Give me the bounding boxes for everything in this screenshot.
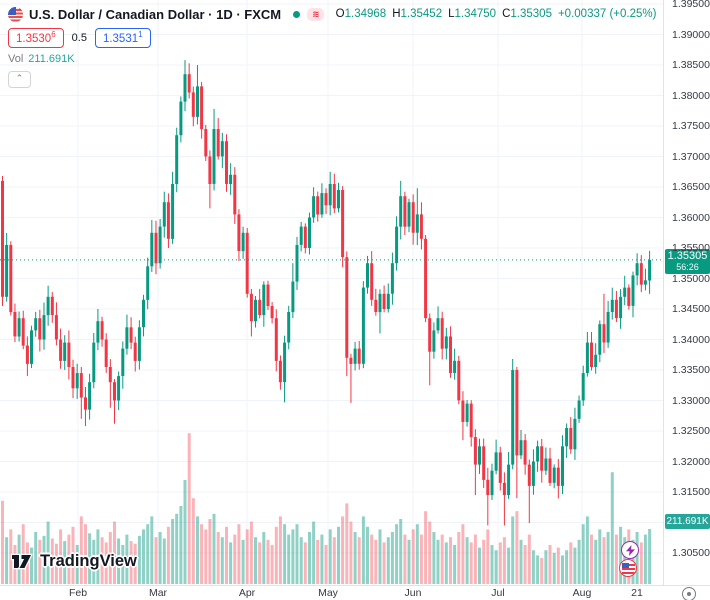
price-axis-label: 1.35000 [672, 272, 710, 285]
price-axis-label: 1.36500 [672, 181, 710, 193]
price-axis-label: 1.38000 [672, 89, 710, 102]
price-axis-label: 1.33000 [672, 394, 710, 407]
gridlines [0, 0, 663, 585]
ohlc-readout: O1.34968 H1.35452 L1.34750 C1.35305 +0.00337… [335, 8, 657, 20]
tradingview-mark-icon [10, 553, 33, 570]
volume-axis-badge: 211.691K [665, 514, 710, 529]
time-axis-label: Jun [404, 587, 422, 599]
us-flag-icon [8, 6, 23, 22]
time-axis-label: Feb [68, 587, 88, 599]
symbol-header-row: U.S. Dollar / Canadian Dollar · 1D · FXC… [8, 4, 656, 24]
price-axis-label: 1.37500 [672, 120, 710, 132]
market-open-dot-icon [293, 10, 301, 18]
price-axis[interactable]: 211.691K 1.35305 56:26 1.39500 1.39000 1.3… [663, 0, 710, 585]
price-axis-label: 1.33500 [672, 364, 710, 376]
time-axis-label: May [318, 587, 338, 599]
price-axis-label: 1.32500 [672, 425, 710, 437]
volume-legend-row: Vol 211.691K [8, 53, 656, 65]
symbol-title[interactable]: U.S. Dollar / Canadian Dollar · 1D · FXC… [29, 6, 282, 22]
candlestick-chart [0, 0, 663, 585]
last-price-value: 1.35305 [667, 250, 708, 262]
time-axis-label: Aug [572, 587, 592, 599]
price-axis-label: 1.37000 [672, 150, 710, 163]
time-axis-label: Jul [491, 587, 505, 599]
time-axis[interactable]: Feb Mar Apr May Jun Jul Aug 21 [0, 585, 710, 600]
economic-event-flash-icon[interactable] [621, 541, 639, 559]
delayed-data-icon[interactable]: ≋ [307, 7, 324, 21]
collapse-legend-button[interactable]: ⌃ [8, 71, 31, 88]
price-axis-label: 1.35500 [672, 242, 710, 254]
price-axis-label: 1.38500 [672, 59, 710, 71]
time-axis-label: Mar [148, 587, 168, 599]
timezone-settings-icon[interactable] [682, 587, 696, 600]
buy-ask-button[interactable]: 1.35311 [94, 28, 151, 48]
time-axis-label: Apr [238, 587, 256, 599]
price-axis-label: 1.31500 [672, 486, 710, 498]
candles [1, 60, 652, 526]
bar-countdown: 56:26 [676, 262, 699, 272]
price-axis-label: 1.30500 [672, 547, 710, 559]
economic-event-us-flag-icon[interactable] [619, 559, 637, 577]
time-axis-label: 21 [631, 587, 643, 599]
price-axis-label: 1.34000 [672, 333, 710, 346]
tradingview-logo-text: TradingView [40, 552, 137, 570]
chart-plot-area[interactable]: U.S. Dollar / Canadian Dollar · 1D · FXC… [0, 0, 663, 585]
volume-bars [1, 433, 652, 584]
chart-legend: U.S. Dollar / Canadian Dollar · 1D · FXC… [8, 4, 656, 88]
price-axis-label: 1.39000 [672, 28, 710, 41]
price-axis-label: 1.34500 [672, 303, 710, 315]
price-axis-label: 1.39500 [672, 0, 710, 10]
spread-value: 0.5 [71, 32, 87, 44]
last-price-badge: 1.35305 56:26 [665, 249, 710, 274]
price-axis-label: 1.36000 [672, 211, 710, 224]
bid-ask-row: 1.35306 0.5 1.35311 [8, 28, 656, 48]
price-axis-label: 1.32000 [672, 455, 710, 468]
sell-bid-button[interactable]: 1.35306 [8, 28, 64, 48]
tradingview-logo[interactable]: TradingView [10, 552, 137, 571]
volume-label: Vol [8, 53, 24, 65]
volume-value: 211.691K [28, 53, 75, 65]
